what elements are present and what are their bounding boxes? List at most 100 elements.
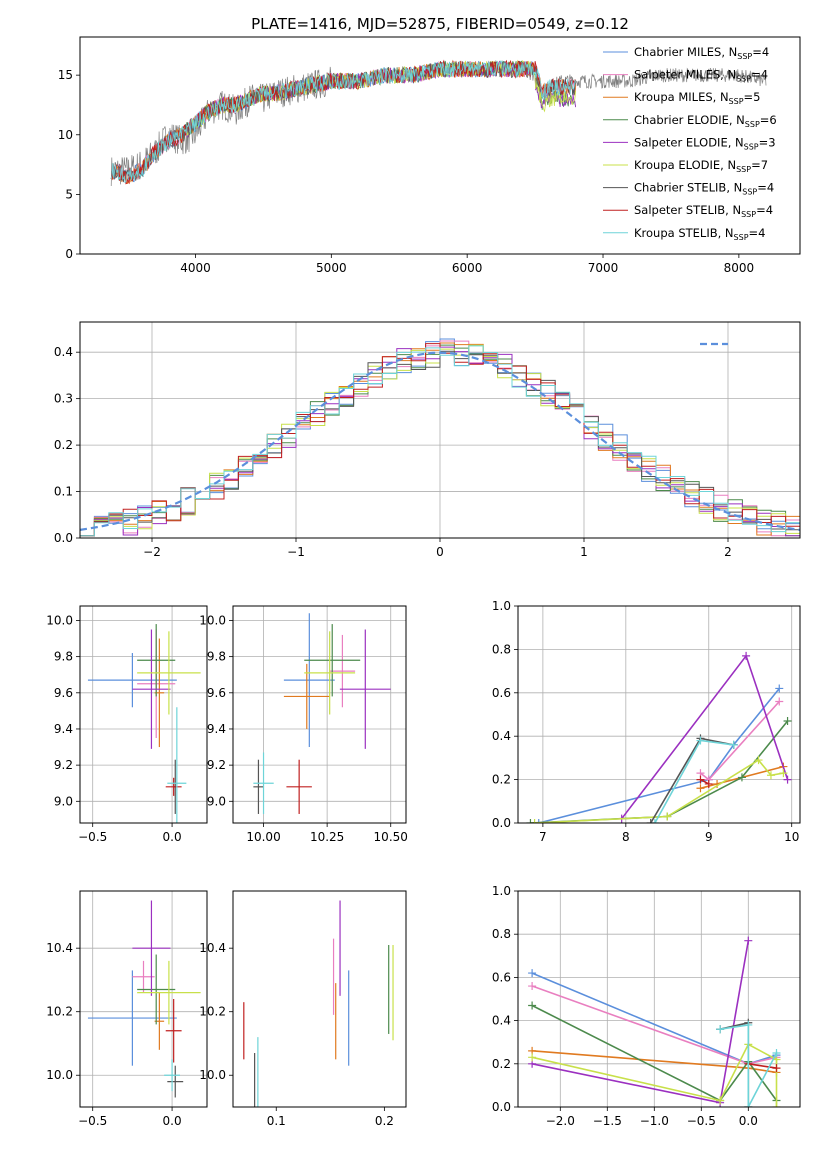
weight-marker-salpeter-elodie [783,775,792,784]
y-tick-label: 0.4 [492,729,511,743]
y-tick-label: 0.3 [54,392,73,406]
y-tick-label: 9.8 [207,650,226,664]
y-tick-label: 9.4 [54,722,73,736]
panel-z-weight: −2.0 −1.5 −1.0 −0.5 0.0 0.0 0.2 0.4 0.6 0.8 1.0 [492,884,801,1128]
y-tick-label: 0 [65,247,73,261]
weight-marker-kroupa-elodie [528,1053,537,1062]
weight-marker-kroupa-elodie [766,771,775,780]
y-tick-label: 10.2 [46,1005,73,1019]
x-tick-label: −1.5 [593,1114,622,1128]
panel-mass-age: 10.00 10.25 10.50 9.0 9.2 9.4 9.6 9.8 10.0 [199,605,408,844]
plot-area-mass-age [253,613,391,814]
x-tick-label: −2.0 [546,1114,575,1128]
legend-label: Chabrier MILES, NSSP=4 [634,45,769,61]
weight-marker-kroupa-elodie [716,1096,725,1105]
y-tick-label: 1.0 [492,599,511,613]
weight-marker-kroupa-stelib [772,1049,781,1057]
weight-marker-chabrier-elodie [528,1001,537,1010]
errorbar-point-salpeter-stelib [286,759,312,814]
x-tick-label: 0.2 [375,1114,394,1128]
panel-ebv-mass: 0.1 0.2 10.0 10.2 10.4 [199,890,407,1128]
legend-label: Chabrier STELIB, NSSP=4 [634,181,774,197]
y-tick-label: 9.6 [54,686,73,700]
panel-z-mass: −0.5 0.0 10.0 10.2 10.4 [46,890,208,1128]
axes-frame [232,890,407,1108]
weight-marker-chabrier-stelib [646,819,655,823]
errorbar-point-kroupa-stelib [253,752,274,814]
weight-marker-kroupa-miles [696,784,705,793]
errorbar-point-salpeter-miles [329,634,356,708]
plot-area-z-weight [528,936,781,1107]
x-tick-label: 9 [705,830,713,844]
legend-text: Kroupa ELODIE, N [634,158,736,172]
plot-area-age-weight [526,651,792,823]
legend-text: Kroupa STELIB, N [634,226,734,240]
plot-area-z-age [87,624,201,823]
legend-suffix: =6 [760,113,777,127]
weight-marker-kroupa-stelib [729,740,738,749]
x-tick-label: 8000 [724,261,755,275]
plot-area-z-mass [87,900,201,1098]
y-tick-label: 0.4 [54,345,73,359]
axes-frame [517,890,801,1108]
x-tick-label: 0.0 [163,830,182,844]
errorbar-point-kroupa-stelib [167,707,187,823]
legend-text: Chabrier ELODIE, N [634,113,745,127]
legend-suffix: =3 [759,135,776,149]
panel-residuals: −2 −1 0 1 2 0.0 0.1 0.2 0.3 0.4 [54,321,801,559]
errorbar-point-salpeter-stelib [165,999,182,1063]
y-tick-label: 10.2 [199,1005,226,1019]
errorbar-point-chabrier-elodie [304,624,361,697]
errorbar-point-kroupa-elodie [304,631,356,715]
y-tick-label: 0.2 [492,773,511,787]
x-tick-label: 0.0 [739,1114,758,1128]
errorbar-point-chabrier-stelib [253,759,264,814]
legend-suffix: =4 [752,45,769,59]
weight-line-kroupa-stelib [654,739,734,823]
legend-label: Salpeter MILES, NSSP=4 [634,68,768,84]
y-tick-label: 10.0 [199,1068,226,1082]
y-tick-label: 10.0 [46,1068,73,1082]
axes-frame [79,321,801,539]
x-tick-label: 2 [724,545,732,559]
y-tick-label: 9.2 [54,758,73,772]
x-tick-label: 0.1 [267,1114,286,1128]
y-tick-label: 0.0 [492,1100,511,1114]
x-tick-label: 10.25 [310,830,344,844]
weight-marker-kroupa-elodie [772,1103,781,1107]
y-tick-label: 9.6 [207,686,226,700]
legend-text: Chabrier STELIB, N [634,181,742,195]
legend-label: Kroupa MILES, NSSP=5 [634,90,760,106]
legend-text: Chabrier MILES, N [634,45,737,59]
panel-spectrum: 4000 5000 6000 7000 8000 0 5 10 15 Chabrier MILES… [58,36,801,275]
weight-marker-salpeter-miles [528,982,537,991]
legend-text: Salpeter STELIB, N [634,203,741,217]
weight-marker-kroupa-stelib [744,1020,753,1029]
legend-label: Salpeter STELIB, NSSP=4 [634,203,773,219]
weight-line-kroupa-stelib [719,1023,778,1107]
legend-text: Kroupa MILES, N [634,90,729,104]
weight-marker-kroupa-stelib [744,1103,753,1107]
y-tick-label: 5 [65,187,73,201]
x-tick-label: −1 [287,545,305,559]
x-tick-label: 7 [539,830,547,844]
x-tick-label: 6000 [452,261,483,275]
legend-suffix: =5 [744,90,761,104]
panel-z-age: −0.5 0.0 9.0 9.2 9.4 9.6 9.8 10.0 [46,605,208,844]
errorbar-point-kroupa-elodie [137,631,201,715]
legend-text: Salpeter ELODIE, N [634,135,744,149]
weight-line-salpeter-stelib [748,1063,777,1069]
legend-subscript: SSP [742,188,757,197]
errorbar-point-chabrier-miles [87,653,177,708]
weight-marker-kroupa-elodie [663,812,672,821]
panel-age-weight: 7 8 9 10 0.0 0.2 0.4 0.6 0.8 1.0 [492,599,801,844]
y-tick-label: 0.2 [54,438,73,452]
legend-label: Kroupa ELODIE, NSSP=7 [634,158,768,174]
x-tick-label: 10.50 [374,830,408,844]
y-tick-label: 1.0 [492,884,511,898]
x-tick-label: −2 [143,545,161,559]
plot-area-ebv-mass [243,900,394,1107]
y-tick-label: 10.4 [199,941,226,955]
x-tick-label: 7000 [588,261,619,275]
